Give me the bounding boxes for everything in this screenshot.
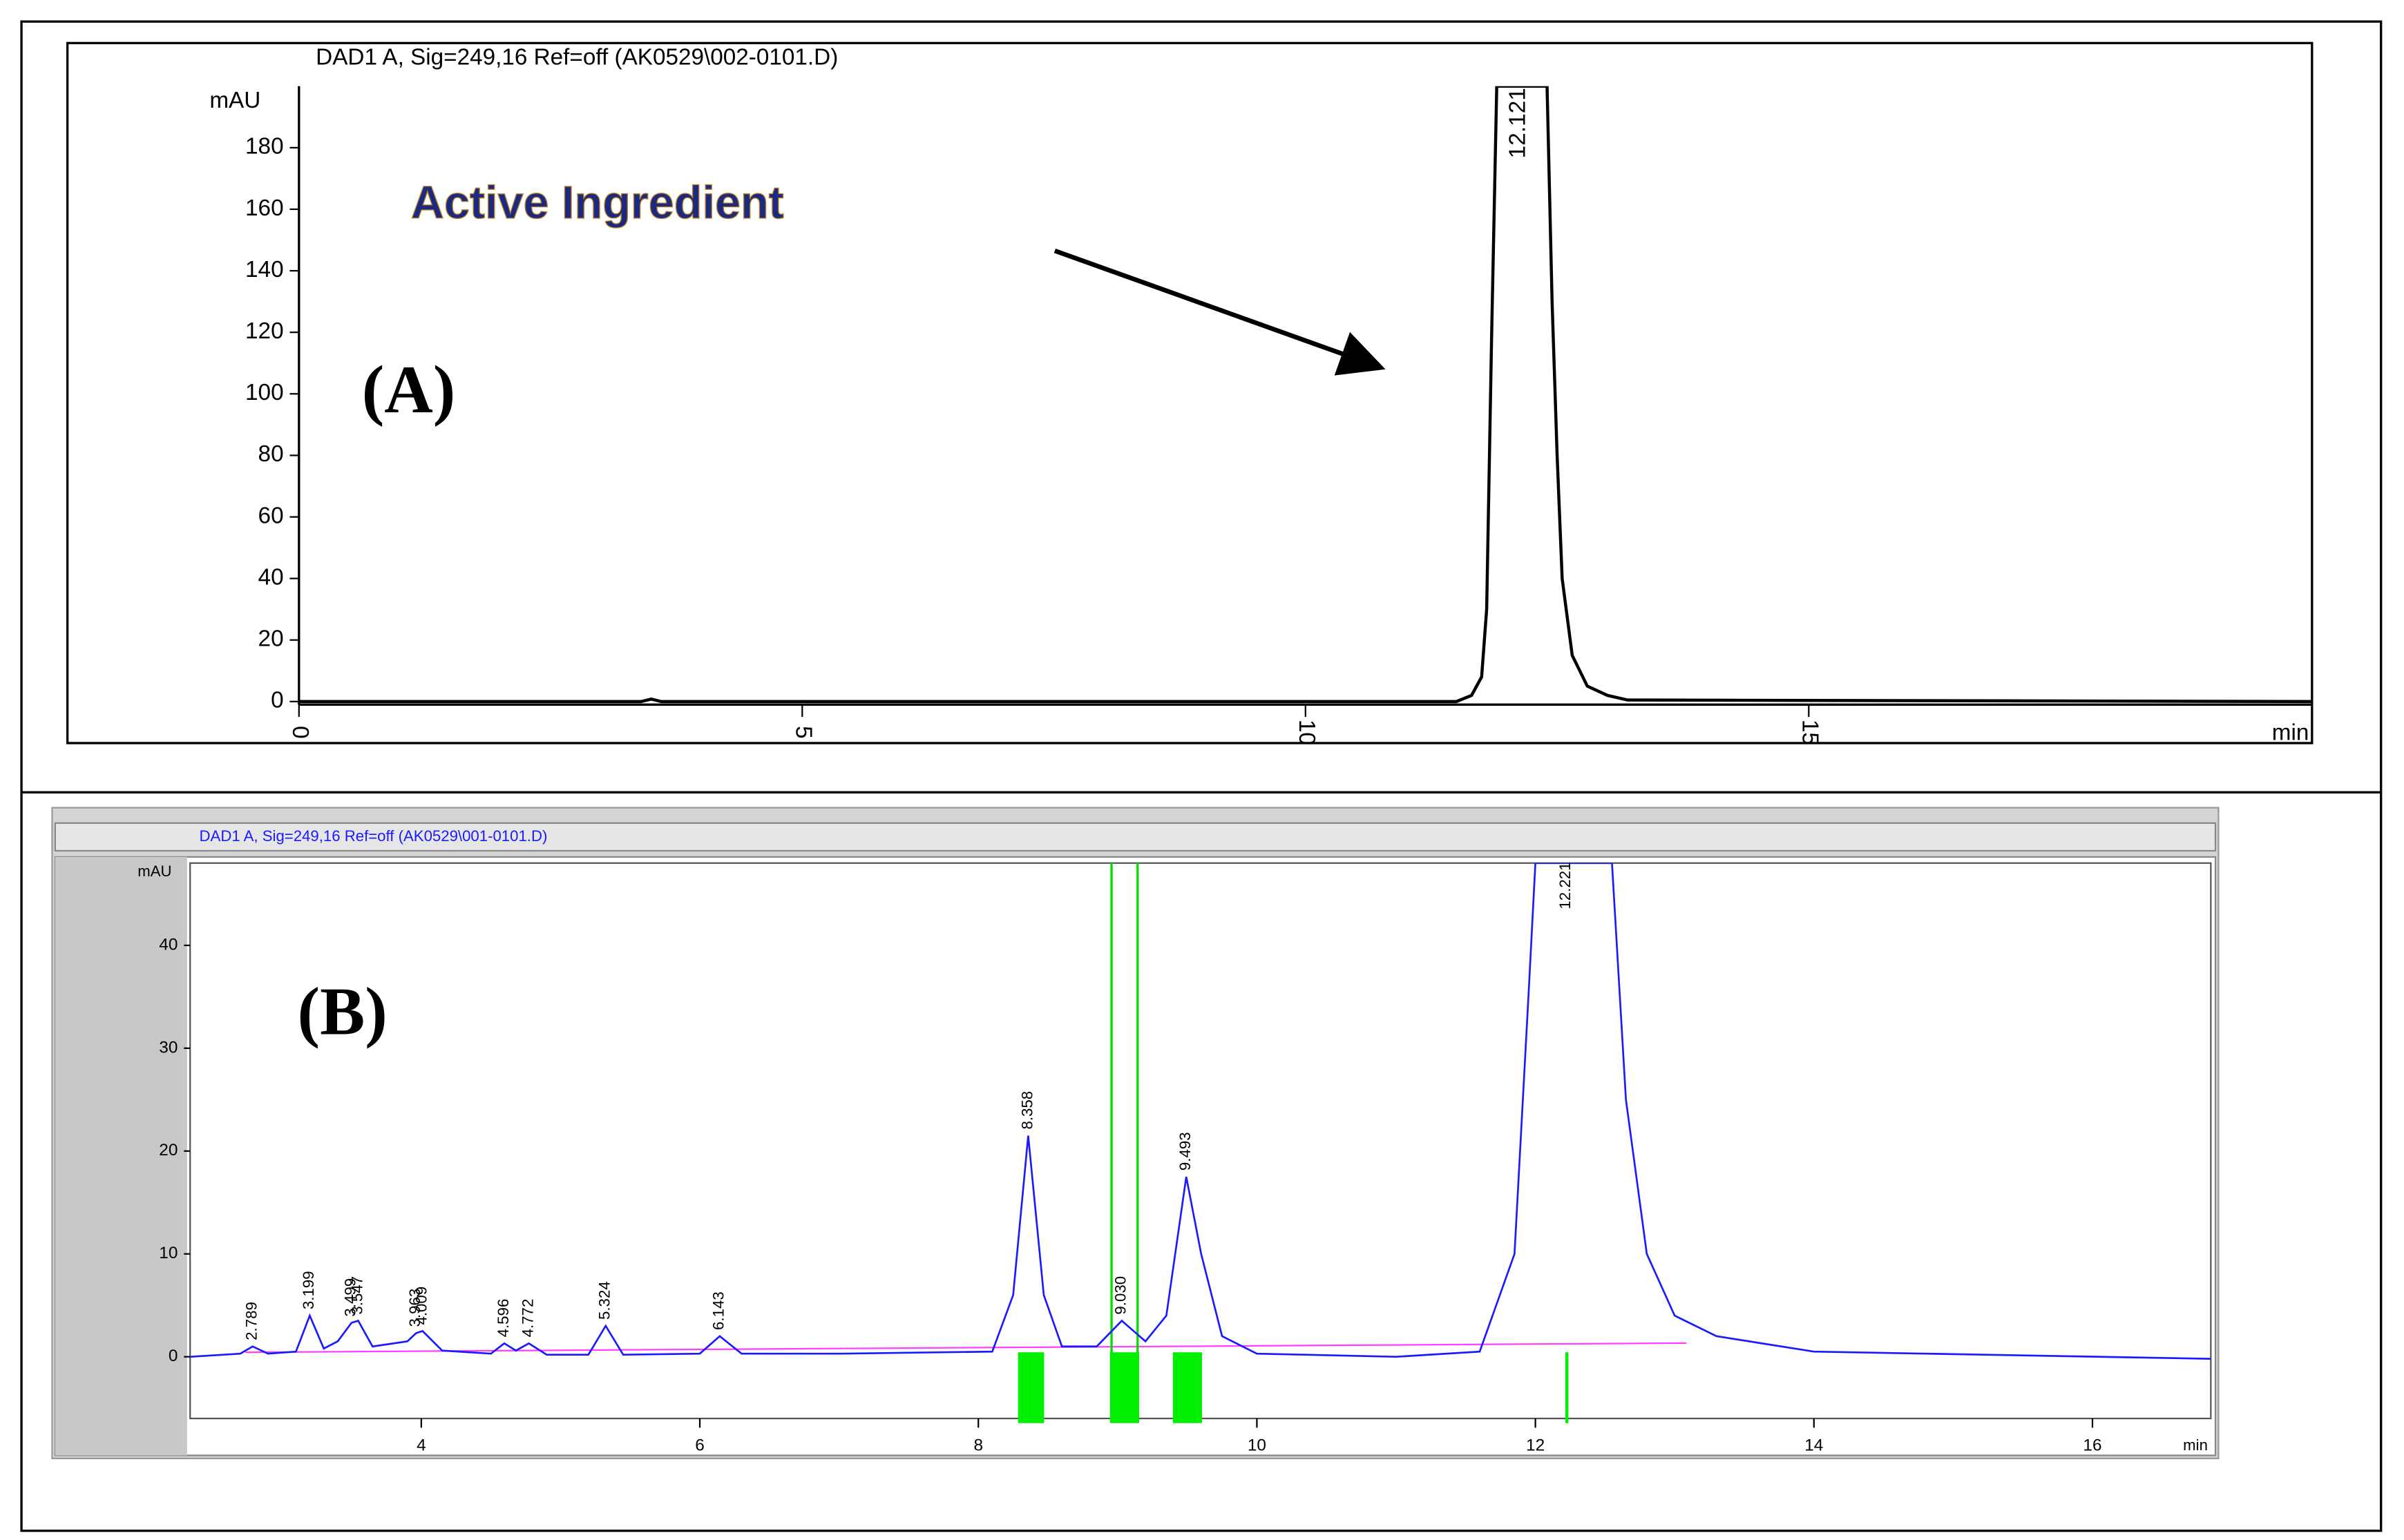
y-tick-label: 30 [159,1038,178,1057]
event-bar [1172,1352,1202,1423]
y-tick-label: 180 [245,134,284,160]
plot-clip [298,86,2312,704]
title-b: DAD1 A, Sig=249,16 Ref=off (AK0529\001-0… [200,827,548,845]
y-tick-label: 120 [245,318,284,344]
x-tick-label: 12 [1526,1436,1545,1455]
integration-events [245,863,1687,1423]
peak-label: 3.199 [300,1271,317,1309]
x-tick-label: 10 [1248,1436,1266,1455]
x-tick-label: 5 [791,726,817,739]
x-tick-label: 6 [695,1436,705,1455]
x-tick-label: 16 [2083,1436,2101,1455]
x-tick-label: 8 [973,1436,983,1455]
y-unit-b: mAU [137,863,171,880]
x-unit-b: min [2183,1436,2208,1454]
frame-a [66,41,2314,744]
trace [298,86,2312,704]
header-bar [54,822,2217,852]
y-tick-label: 60 [258,503,284,528]
annotation: Active Ingredient [411,177,784,229]
peak-label: 4.009 [413,1287,430,1325]
y-tick-label: 160 [245,195,284,221]
y-unit-a: mAU [209,88,260,113]
y-tick-label: 140 [245,257,284,282]
y-tick-label: 80 [258,441,284,467]
peak-label: 6.143 [710,1291,727,1330]
x-tick-label: 15 [1797,720,1823,745]
peak-label: 3.499 [342,1278,359,1317]
trace [190,863,2211,1360]
y-tick-label: 10 [159,1244,178,1262]
x-tick-label: 4 [417,1436,426,1455]
peak-label: 3.547 [348,1276,365,1315]
x-tick-label: 0 [287,726,313,739]
x-tick-label: 10 [1294,720,1319,745]
y-tick-label: 0 [169,1347,178,1365]
y-tick-label: 20 [159,1141,178,1159]
arrow [1053,248,1386,376]
peak-label: 12.121 [1505,88,1531,158]
event-bar [1018,1352,1044,1423]
y-tick-label: 40 [258,564,284,590]
peak-label: 2.789 [243,1302,260,1340]
baseline [245,1342,1687,1354]
title-a: DAD1 A, Sig=249,16 Ref=off (AK0529\002-0… [316,44,838,70]
peak-label: 9.493 [1176,1132,1194,1171]
y-tick-label: 100 [245,380,284,405]
plot-clip [190,863,2211,1360]
peak-label: 9.030 [1112,1276,1129,1315]
peak-label: 3.963 [406,1289,423,1327]
peak-label: 12.221 [1556,863,1574,909]
event-bar [1109,1352,1140,1423]
peak-label: 8.358 [1018,1091,1036,1130]
y-tick-label: 20 [258,626,284,652]
y-tick-label: 40 [159,935,178,954]
y-tick-label: 0 [271,688,284,713]
outer-border [20,20,2383,1532]
peak-label: 4.772 [519,1299,536,1338]
panel-label: (B) [298,974,388,1049]
peak-label: 5.324 [596,1281,613,1320]
panel-label: (A) [362,353,456,427]
x-tick-label: 14 [1804,1436,1823,1455]
peak-label: 4.596 [495,1299,512,1338]
x-unit-a: min [2272,720,2309,745]
gray-strip [55,856,187,1456]
